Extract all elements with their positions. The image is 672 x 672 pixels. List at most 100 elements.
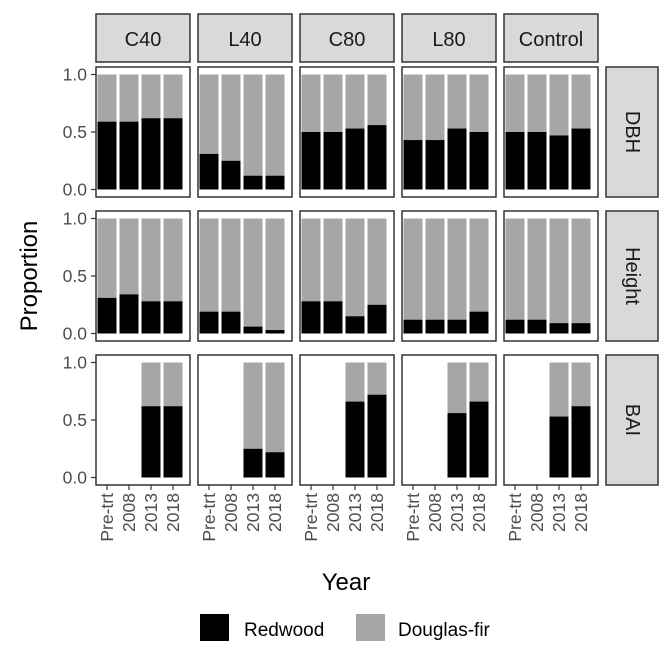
panel-height-control [503, 210, 599, 342]
bar-redwood-2013 [549, 135, 569, 190]
bar-redwood-2008 [119, 294, 139, 334]
x-tick-label-pre-trt: Pre-trt [403, 493, 423, 542]
bar-redwood-2013 [243, 326, 263, 334]
y-tick-label: 0.5 [63, 410, 87, 430]
panels [95, 66, 599, 486]
bar-douglas-fir-2013 [549, 362, 569, 417]
panel-border [197, 66, 293, 198]
bar-douglas-fir-2013 [345, 218, 365, 317]
bar-douglas-fir-2013 [345, 362, 365, 402]
panel-border [503, 66, 599, 198]
bar-redwood-2018 [163, 301, 183, 334]
x-axis: Pre-trt 2008 2013 2018 Pre-trt 2008 2013 2018 Pr… [97, 485, 591, 542]
y-tick-label: 1.0 [63, 353, 88, 373]
panel-bai-control [503, 354, 599, 486]
bar-douglas-fir-2008 [323, 74, 343, 132]
bar-redwood-2013 [243, 448, 263, 478]
bar-douglas-fir-2018 [163, 362, 183, 407]
x-tick-label-2018: 2018 [367, 493, 387, 532]
x-axis-title: Year [322, 569, 371, 596]
bar-douglas-fir-pre-trt [199, 218, 219, 312]
bar-douglas-fir-2018 [571, 218, 591, 324]
bar-redwood-2018 [571, 323, 591, 334]
strip-label-height: Height [621, 247, 643, 305]
x-tick-label-pre-trt: Pre-trt [301, 493, 321, 542]
y-tick-label: 0.0 [63, 468, 88, 488]
strip-l80 [401, 13, 497, 63]
bar-redwood-2018 [367, 125, 387, 190]
bar-douglas-fir-2008 [425, 74, 445, 141]
y-axis: 0.0 0.5 1.0 0.0 0.5 1.0 0.0 0.5 1.0 [63, 65, 96, 488]
panel-height-l40 [197, 210, 293, 342]
bar-douglas-fir-2018 [469, 218, 489, 312]
x-tick-label-2008: 2008 [119, 493, 139, 532]
panel-border [503, 354, 599, 486]
strip-label-l40: L40 [228, 29, 261, 51]
bar-douglas-fir-2008 [221, 218, 241, 312]
x-tick-label-2018: 2018 [265, 493, 285, 532]
panel-dbh-control [503, 66, 599, 198]
bar-redwood-pre-trt [97, 121, 117, 190]
bar-douglas-fir-2018 [571, 362, 591, 407]
bar-douglas-fir-2018 [367, 74, 387, 126]
panel-border [503, 210, 599, 342]
bar-redwood-2018 [571, 406, 591, 478]
bar-douglas-fir-2013 [345, 74, 365, 129]
bar-douglas-fir-2013 [447, 362, 467, 414]
bar-douglas-fir-2008 [425, 218, 445, 320]
strip-dbh [605, 66, 659, 198]
bar-douglas-fir-2008 [527, 218, 547, 320]
legend-label-redwood: Redwood [244, 620, 324, 641]
strip-label-bai: BAI [621, 404, 643, 436]
bar-redwood-2008 [221, 311, 241, 334]
bar-redwood-2013 [447, 319, 467, 334]
bar-redwood-pre-trt [97, 297, 117, 334]
bar-redwood-pre-trt [505, 132, 525, 190]
legend-key-redwood [200, 614, 229, 641]
bar-douglas-fir-2018 [571, 74, 591, 129]
bar-redwood-2018 [571, 128, 591, 190]
x-tick-label-2008: 2008 [425, 493, 445, 532]
x-tick-label-2013: 2013 [141, 493, 161, 532]
strip-control [503, 13, 599, 63]
panel-border [299, 354, 395, 486]
panel-bai-c40 [95, 354, 191, 486]
row-strips: DBH Height BAI [605, 66, 659, 486]
bar-redwood-2013 [549, 416, 569, 478]
bar-redwood-2018 [265, 175, 285, 190]
bar-douglas-fir-pre-trt [199, 74, 219, 154]
x-tick-label-2013: 2013 [345, 493, 365, 532]
panel-border [401, 66, 497, 198]
panel-bai-l40 [197, 354, 293, 486]
bar-douglas-fir-2008 [527, 74, 547, 132]
bar-redwood-2008 [119, 121, 139, 190]
x-tick-label-pre-trt: Pre-trt [199, 493, 219, 542]
bar-douglas-fir-2018 [265, 74, 285, 176]
x-tick-label-2008: 2008 [221, 493, 241, 532]
bar-douglas-fir-pre-trt [301, 218, 321, 302]
bar-redwood-2013 [345, 316, 365, 334]
bar-redwood-2018 [163, 406, 183, 478]
bar-redwood-2013 [243, 175, 263, 190]
bar-douglas-fir-2013 [447, 74, 467, 129]
bar-redwood-2018 [469, 401, 489, 478]
x-tick-label-2008: 2008 [527, 493, 547, 532]
bar-douglas-fir-2013 [447, 218, 467, 320]
bar-douglas-fir-2018 [265, 362, 285, 453]
bar-douglas-fir-pre-trt [301, 74, 321, 132]
y-tick-label: 1.0 [63, 65, 88, 85]
bar-redwood-2013 [141, 406, 161, 478]
bar-douglas-fir-pre-trt [505, 74, 525, 132]
bar-redwood-2013 [141, 301, 161, 334]
panel-dbh-c40 [95, 66, 191, 198]
bar-douglas-fir-2013 [549, 218, 569, 324]
bar-douglas-fir-pre-trt [97, 218, 117, 298]
strip-c40 [95, 13, 191, 63]
bar-douglas-fir-pre-trt [403, 218, 423, 320]
bar-douglas-fir-2013 [141, 362, 161, 407]
x-tick-label-2013: 2013 [243, 493, 263, 532]
strip-label-l80: L80 [432, 29, 465, 51]
bar-douglas-fir-2018 [367, 218, 387, 305]
y-tick-label: 0.5 [63, 122, 87, 142]
panel-height-c80 [299, 210, 395, 342]
